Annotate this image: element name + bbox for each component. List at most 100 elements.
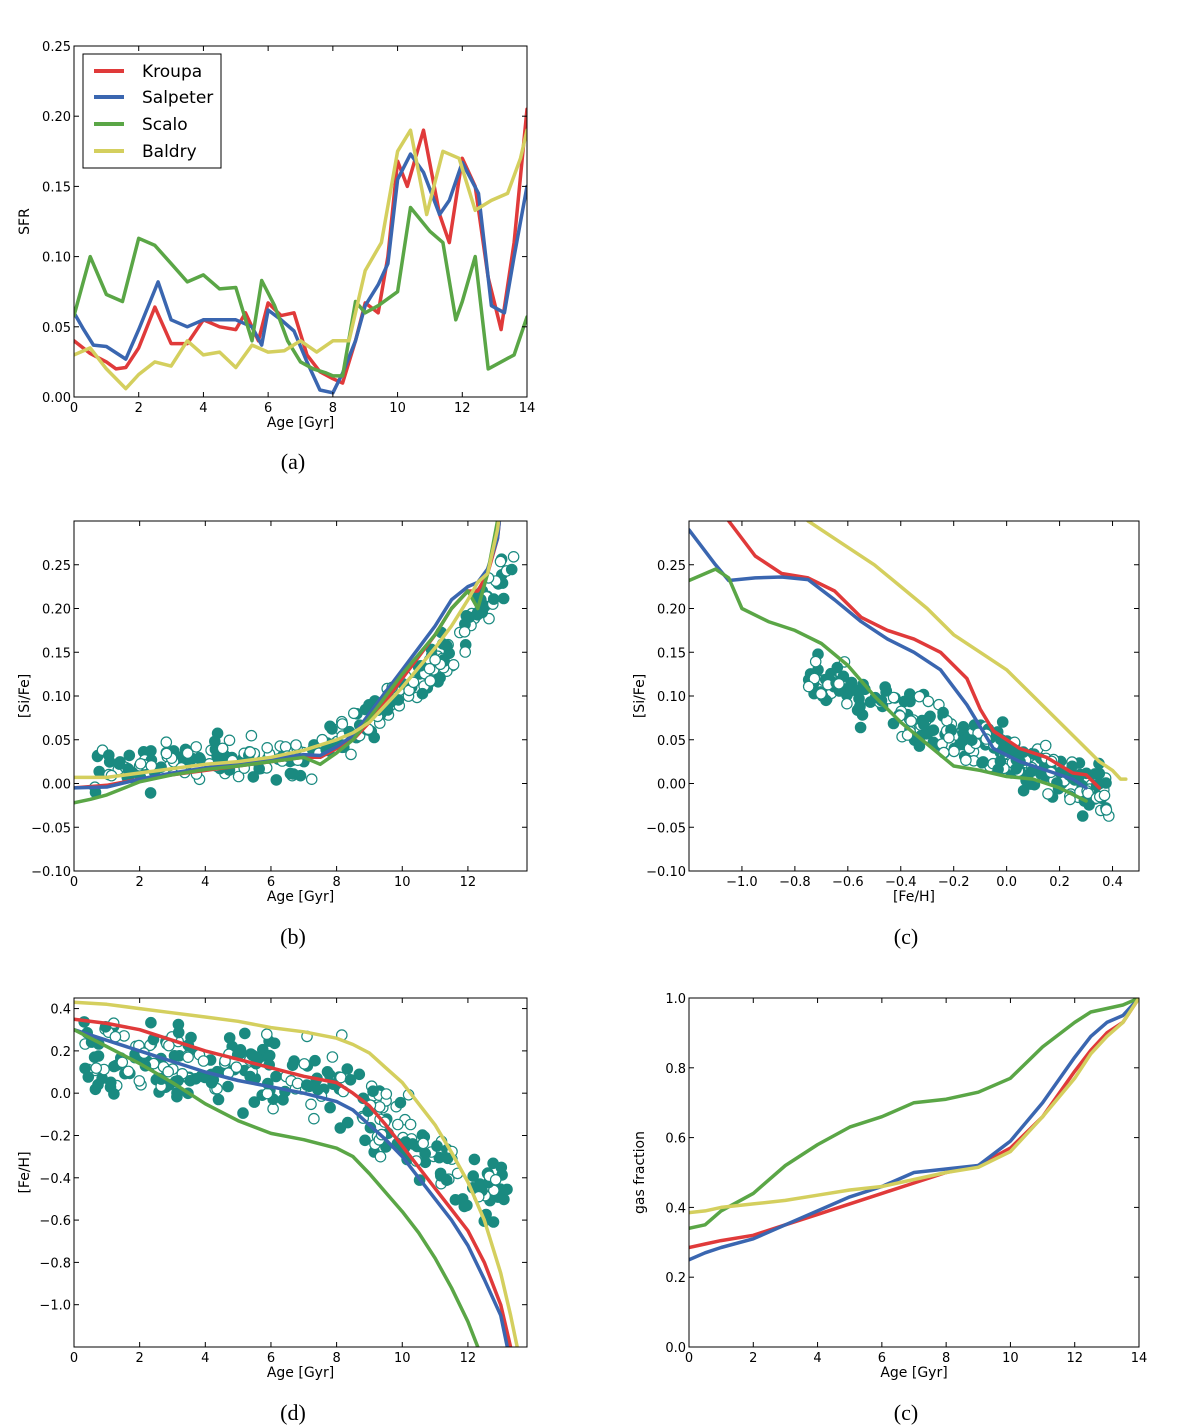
star-point-open — [1098, 789, 1111, 802]
star-point-filled — [284, 767, 297, 780]
legend: Kroupa Salpeter Scalo Baldry — [82, 53, 222, 169]
star-point-filled — [392, 694, 405, 706]
star-point-open — [182, 1051, 194, 1063]
star-point-filled — [324, 1101, 336, 1114]
star-point-open — [261, 741, 273, 754]
y-tick-label: 0.10 — [42, 251, 71, 266]
star-point-open — [1100, 804, 1113, 816]
series-line-baldry — [74, 521, 501, 780]
star-point-filled — [108, 1088, 120, 1100]
series-line-kroupa — [726, 521, 1102, 790]
y-tick-label: 0.05 — [657, 734, 686, 749]
star-point-open — [345, 748, 357, 761]
panel-label-e: (c) — [894, 1400, 918, 1425]
y-axis-label: [Si/Fe] — [17, 674, 33, 718]
y-tick-label: 0.0 — [50, 1087, 71, 1102]
series-line-baldry — [806, 521, 1128, 781]
star-point-open — [423, 662, 436, 675]
star-point-open — [943, 731, 955, 744]
star-point-open — [887, 691, 900, 704]
x-tick-label: 0 — [70, 1351, 78, 1366]
star-point-open — [336, 718, 349, 730]
star-point-open — [380, 1088, 393, 1100]
star-point-open — [347, 707, 360, 720]
star-point-open — [260, 1028, 273, 1040]
y-tick-label: 0.2 — [665, 1271, 686, 1286]
y-tick-label: 0.25 — [42, 559, 71, 574]
star-point-open — [244, 746, 256, 758]
star-point-open — [424, 675, 437, 687]
star-point-filled — [193, 751, 206, 764]
star-point-open — [223, 734, 236, 747]
star-point-filled — [461, 1199, 473, 1212]
star-point-filled — [976, 756, 988, 769]
star-point-open — [494, 555, 507, 568]
star-point-filled — [239, 1027, 251, 1040]
x-tick-label: 10 — [389, 401, 406, 416]
star-point-filled — [498, 1193, 510, 1206]
star-point-open — [808, 672, 821, 685]
star-point-filled — [321, 1066, 334, 1078]
y-tick-label: 0.00 — [42, 391, 71, 406]
star-point-open — [261, 1087, 274, 1100]
x-tick-label: 14 — [1131, 1351, 1148, 1366]
star-point-filled — [144, 787, 157, 799]
y-tick-label: 0.15 — [42, 180, 71, 195]
star-point-open — [905, 715, 917, 727]
star-point-open — [841, 697, 853, 710]
star-point-filled — [467, 1170, 479, 1182]
star-point-open — [922, 695, 935, 708]
x-tick-label: −0.6 — [832, 875, 864, 890]
star-point-open — [160, 736, 173, 748]
star-point-open — [809, 655, 822, 668]
star-point-open — [232, 770, 245, 783]
x-tick-label: 2 — [749, 1351, 757, 1366]
plot-area-b — [74, 521, 520, 805]
star-point-open — [197, 1055, 210, 1067]
star-point-filled — [497, 592, 510, 605]
star-point-open — [373, 1101, 386, 1113]
star-point-filled — [286, 1059, 299, 1071]
series-line-scalo — [689, 567, 1088, 803]
series-line-salpeter — [74, 152, 527, 395]
plot-area-a — [74, 107, 527, 395]
x-tick-label: 12 — [460, 1351, 477, 1366]
star-point-open — [391, 1118, 404, 1131]
star-point-filled — [875, 694, 888, 707]
star-point-filled — [89, 1083, 102, 1096]
star-point-filled — [222, 1080, 234, 1093]
x-axis-label: [Fe/H] — [893, 889, 935, 905]
x-tick-label: 2 — [136, 1351, 144, 1366]
star-point-filled — [237, 1107, 249, 1119]
series-line-baldry — [74, 1000, 519, 1347]
star-point-filled — [468, 1153, 481, 1166]
x-tick-label: 4 — [199, 401, 207, 416]
star-point-filled — [449, 1194, 462, 1206]
y-tick-label: 0.20 — [42, 110, 71, 125]
x-tick-label: 0.2 — [1049, 875, 1070, 890]
star-point-open — [374, 1150, 387, 1163]
plot-area-c — [689, 521, 1128, 822]
x-tick-label: 6 — [267, 875, 275, 890]
series-line-baldry — [689, 998, 1139, 1215]
legend-label-scalo: Scalo — [142, 115, 188, 135]
star-point-filled — [244, 1070, 256, 1083]
star-point-open — [459, 646, 471, 658]
star-point-filled — [854, 700, 866, 713]
x-tick-label: −1.0 — [726, 875, 758, 890]
star-point-filled — [184, 1074, 196, 1087]
star-point-open — [1042, 788, 1054, 800]
star-point-open — [913, 690, 926, 703]
y-axis-label: [Fe/H] — [17, 1151, 33, 1193]
x-tick-label: 4 — [201, 1351, 209, 1366]
star-point-filled — [913, 740, 926, 752]
star-point-filled — [394, 1096, 407, 1109]
series-line-scalo — [74, 205, 527, 378]
panel-c: −1.0 −0.8 −0.6 −0.4 −0.2 0.0 0.2 0.4 −0.10 −0.05 0… — [632, 520, 1140, 905]
x-tick-label: 8 — [332, 1351, 340, 1366]
y-tick-label: 0.00 — [657, 778, 686, 793]
star-point-open — [447, 658, 460, 671]
star-point-open — [181, 747, 194, 759]
y-tick-label: 0.4 — [50, 1003, 71, 1018]
x-tick-label: 0 — [70, 875, 78, 890]
